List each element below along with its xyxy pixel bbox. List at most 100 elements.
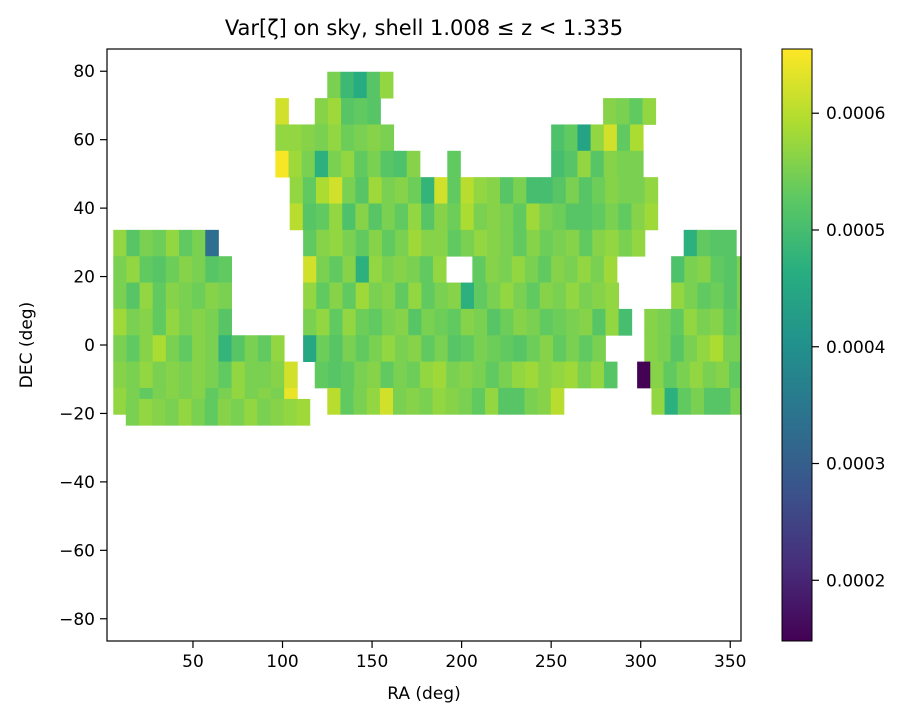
heatmap-cell [205,335,219,362]
heatmap-cell [565,203,580,231]
heatmap-cell [657,308,671,336]
heatmap-cell [179,308,193,336]
heatmap-cell [353,387,368,415]
heatmap-cell [524,256,539,283]
heatmap-cell [697,256,711,283]
heatmap-cell [683,308,698,336]
colorbar-tick-label: 0.0002 [826,571,885,591]
heatmap-cell [539,335,554,362]
y-tick-label: −40 [59,473,95,493]
heatmap-cell [605,177,619,204]
heatmap-cell [434,335,449,362]
heatmap-cell [165,256,180,283]
heatmap-cell [406,150,421,178]
heatmap-cell [710,256,725,283]
heatmap-cell [717,387,731,415]
heatmap-cell [327,150,342,178]
heatmap-cell [432,387,446,415]
heatmap-cell [408,229,422,257]
heatmap-cell [113,229,127,257]
heatmap-cell [730,387,742,415]
heatmap-cell [271,335,285,362]
heatmap-cell [379,71,394,99]
heatmap-cell [381,282,396,310]
heatmap-cell [432,256,447,283]
heatmap-cell [487,282,501,310]
heatmap-cell [434,282,449,310]
heatmap-cell [526,335,541,362]
heatmap-cell [354,361,368,389]
heatmap-cell [592,177,606,204]
heatmap-cell [577,256,592,283]
heatmap-cell [379,387,394,415]
heatmap-cell [368,335,383,362]
heatmap-cell [552,308,567,336]
heatmap-cell [368,203,383,231]
x-tick-label: 150 [356,652,388,672]
heatmap-cell [355,229,370,257]
heatmap-cell [590,124,605,152]
heatmap-cell [316,229,330,257]
heatmap-cell [526,203,540,231]
heatmap-cell [394,177,409,204]
heatmap-cell [329,177,343,204]
heatmap-cell [710,308,724,336]
heatmap-cell [498,256,513,283]
heatmap-cell [447,203,461,231]
heatmap-cell [296,398,311,426]
heatmap-cell [152,256,167,283]
heatmap-cell [644,308,658,336]
heatmap-cell [126,229,140,257]
heatmap-cell [284,361,298,389]
heatmap-cell [395,308,409,336]
heatmap-cell [231,361,246,389]
heatmap-cell [663,361,677,389]
heatmap-cell [696,335,711,362]
heatmap-cell [616,124,631,152]
heatmap-cell [205,308,219,336]
heatmap-cell [697,282,711,310]
heatmap-cell [723,308,737,336]
heatmap-cell [367,361,381,389]
heatmap-cell [729,361,742,389]
heatmap-cell [368,308,383,336]
heatmap-cell [736,256,742,283]
heatmap-cell [618,229,633,257]
heatmap-cell [342,229,357,257]
y-axis: −80 −60 −40 −20 0 20 40 60 80 [59,62,107,630]
heatmap-cell [152,361,167,389]
heatmap-cell [314,124,329,152]
heatmap-cell [434,203,448,231]
heatmap-cell [152,398,166,426]
heatmap-cell [355,308,370,336]
heatmap-cell [605,282,620,310]
colorbar-tick-label: 0.0003 [826,455,885,475]
heatmap-cell [315,203,330,231]
heatmap-cell [566,308,580,336]
heatmap-cell [474,282,488,310]
heatmap-cell [605,229,620,257]
heatmap-cell [231,335,246,362]
heatmap-cell [696,308,711,336]
chart-title: Var[ζ] on sky, shell 1.008 ≤ z < 1.335 [225,16,623,40]
heatmap-cell [513,282,527,310]
heatmap-cell [314,150,329,178]
heatmap-cell [368,256,383,283]
heatmap-cell [603,256,618,283]
heatmap-cell [473,203,488,231]
heatmap-cell [406,387,420,415]
heatmap-cell [513,335,527,362]
heatmap-cell [393,150,408,178]
heatmap-cell [368,282,383,310]
heatmap-cell [716,361,730,389]
heatmap-cell [126,282,140,310]
heatmap-cell [683,335,698,362]
heatmap-cell [271,361,285,389]
heatmap-cell [179,256,193,283]
heatmap-cell [538,256,552,283]
heatmap-cell [406,361,421,389]
heatmap-cell [447,177,461,204]
heatmap-cell [329,203,343,231]
heatmap-cell [257,361,272,389]
heatmap-cell [406,256,421,283]
